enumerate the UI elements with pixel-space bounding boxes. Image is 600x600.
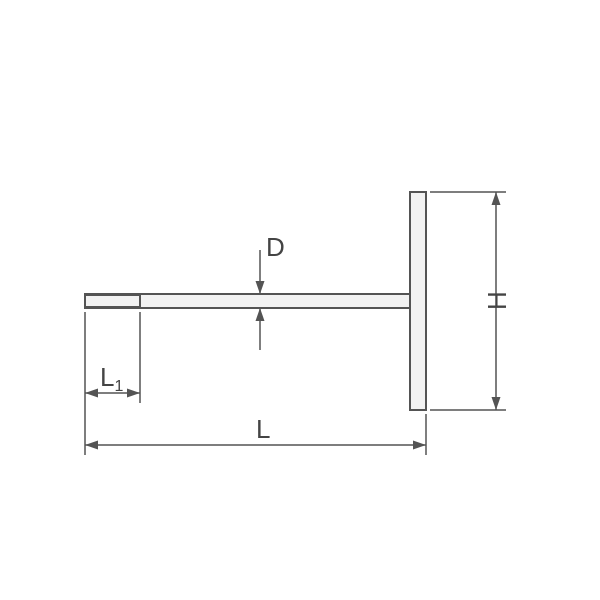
- handle-bar: [410, 192, 426, 410]
- arrowhead-icon: [256, 308, 265, 321]
- arrowhead-icon: [85, 389, 98, 398]
- label-l: L: [256, 414, 270, 444]
- arrowhead-icon: [492, 397, 501, 410]
- label-d: D: [266, 232, 285, 262]
- arrowhead-icon: [127, 389, 140, 398]
- arrowhead-icon: [492, 192, 501, 205]
- arrowhead-icon: [85, 441, 98, 450]
- label-l1: L1: [100, 362, 123, 395]
- dimension-diagram: D L1 L H: [0, 0, 600, 600]
- shaft-tip: [85, 295, 140, 307]
- arrowhead-icon: [413, 441, 426, 450]
- label-h: H: [482, 291, 512, 310]
- arrowhead-icon: [256, 281, 265, 294]
